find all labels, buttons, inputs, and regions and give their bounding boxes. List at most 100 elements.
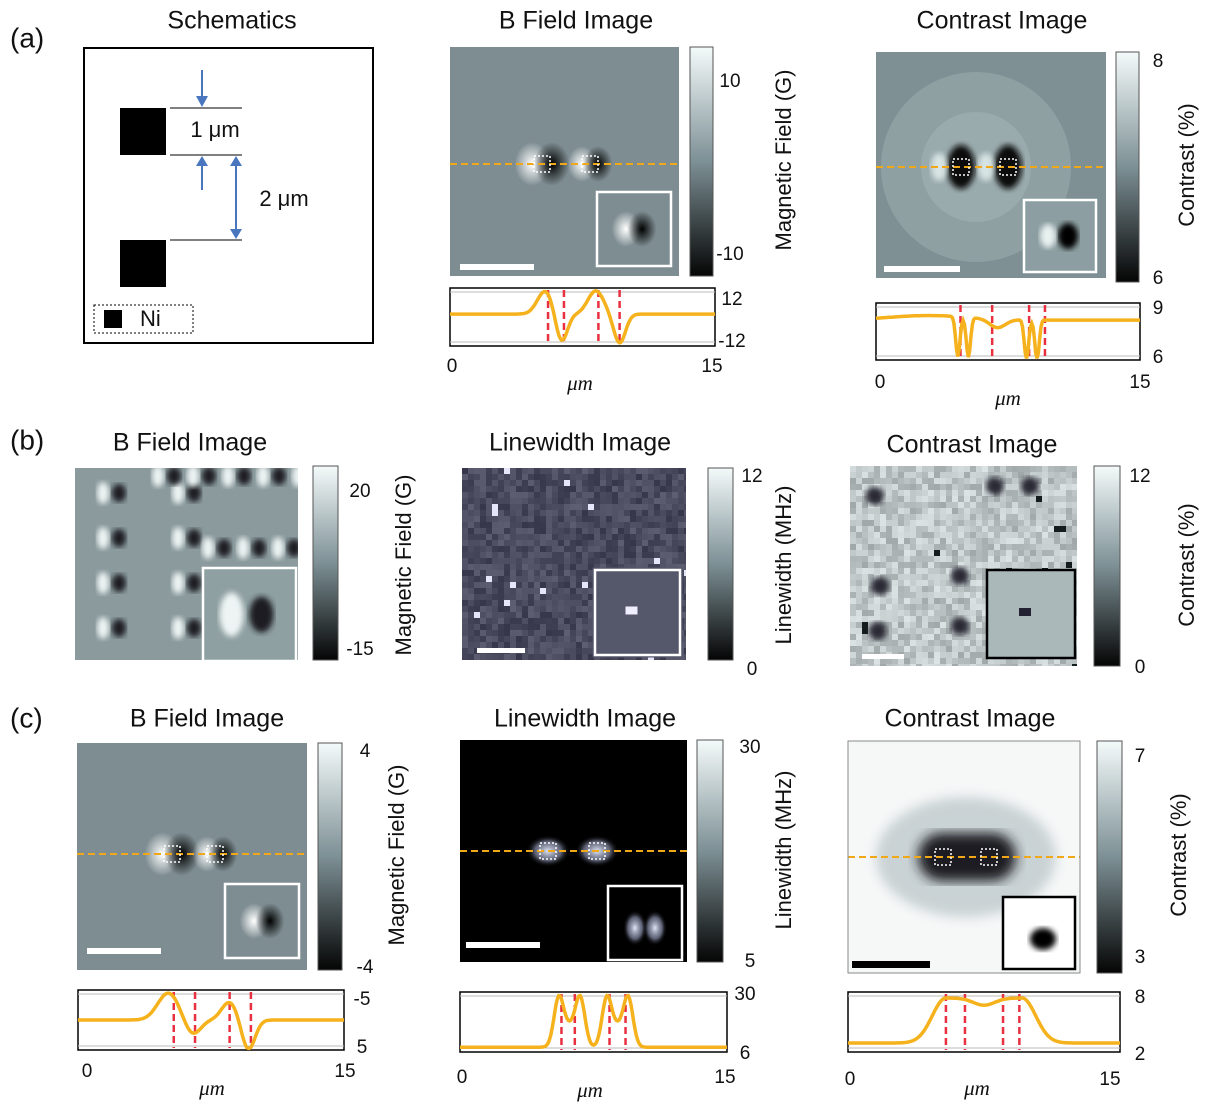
pixel xyxy=(856,466,862,472)
pixel xyxy=(934,514,940,520)
pixel xyxy=(1012,538,1018,544)
pixel xyxy=(934,640,940,646)
pixel xyxy=(474,588,480,594)
pixel xyxy=(952,556,958,562)
pixel xyxy=(964,556,970,562)
profile-x-tick: 15 xyxy=(1099,1069,1120,1090)
pixel xyxy=(504,546,510,552)
pixel xyxy=(850,544,856,550)
pixel xyxy=(928,574,934,580)
pixel xyxy=(958,490,964,496)
pixel xyxy=(874,598,880,604)
pixel xyxy=(1012,502,1018,508)
pixel xyxy=(1042,544,1048,550)
pixel xyxy=(874,604,880,610)
pixel xyxy=(988,520,994,526)
pixel xyxy=(856,628,862,634)
pixel xyxy=(988,664,994,670)
pixel xyxy=(1006,520,1012,526)
pixel xyxy=(856,664,862,670)
pixel xyxy=(904,514,910,520)
pixel xyxy=(1012,556,1018,562)
pixel xyxy=(684,594,690,600)
pixel xyxy=(850,664,856,670)
pixel xyxy=(976,652,982,658)
pixel xyxy=(1048,520,1054,526)
colorbar xyxy=(313,466,338,660)
pixel xyxy=(850,652,856,658)
pixel xyxy=(910,514,916,520)
pixel xyxy=(1012,550,1018,556)
pixel xyxy=(994,508,1000,514)
pixel xyxy=(964,520,970,526)
pixel xyxy=(1054,472,1060,478)
pixel xyxy=(468,564,474,570)
pixel xyxy=(940,574,946,580)
pixel xyxy=(904,544,910,550)
pixel xyxy=(474,474,480,480)
pixel xyxy=(904,604,910,610)
pixel xyxy=(576,576,582,582)
pixel xyxy=(886,616,892,622)
pixel xyxy=(976,490,982,496)
pixel xyxy=(952,538,958,544)
pixel xyxy=(534,534,540,540)
pixel xyxy=(1072,526,1078,532)
pixel xyxy=(850,604,856,610)
pixel xyxy=(940,490,946,496)
pixel xyxy=(552,480,558,486)
pixel xyxy=(570,570,576,576)
pixel xyxy=(898,520,904,526)
pixel xyxy=(480,570,486,576)
colorbar-tick-label: 12 xyxy=(741,466,762,487)
profile-x-tick: 0 xyxy=(875,372,886,393)
pixel xyxy=(850,538,856,544)
pixel xyxy=(982,556,988,562)
pixel xyxy=(892,502,898,508)
pixel xyxy=(504,534,510,540)
pixel xyxy=(462,618,468,624)
pixel xyxy=(564,510,570,516)
pixel xyxy=(474,618,480,624)
pixel xyxy=(886,496,892,502)
pixel xyxy=(868,604,874,610)
pixel xyxy=(964,604,970,610)
pixel xyxy=(558,636,564,642)
pixel xyxy=(964,472,970,478)
pixel xyxy=(904,568,910,574)
pixel xyxy=(624,480,630,486)
pixel xyxy=(660,522,666,528)
pixel xyxy=(534,576,540,582)
pixel xyxy=(1012,514,1018,520)
pixel xyxy=(564,552,570,558)
image-content xyxy=(450,47,679,276)
pixel xyxy=(862,610,868,616)
pixel xyxy=(1042,478,1048,484)
pixel xyxy=(946,592,952,598)
pixel xyxy=(922,520,928,526)
pixel xyxy=(558,486,564,492)
pixel xyxy=(534,528,540,534)
pixel xyxy=(660,528,666,534)
pixel xyxy=(474,576,480,582)
pixel xyxy=(994,514,1000,520)
pixel xyxy=(612,546,618,552)
pixel xyxy=(850,484,856,490)
pixel xyxy=(576,600,582,606)
pixel xyxy=(1018,514,1024,520)
pixel xyxy=(678,474,684,480)
pixel xyxy=(672,534,678,540)
colorbar xyxy=(697,740,723,962)
pixel xyxy=(468,588,474,594)
panel-label: (c) xyxy=(10,702,43,733)
pixel xyxy=(672,516,678,522)
pixel xyxy=(952,484,958,490)
pixel xyxy=(600,546,606,552)
pixel xyxy=(498,468,504,474)
pixel xyxy=(1030,508,1036,514)
pixel xyxy=(910,520,916,526)
pixel xyxy=(976,526,982,532)
pixel xyxy=(892,562,898,568)
pixel xyxy=(612,474,618,480)
pixel xyxy=(504,618,510,624)
